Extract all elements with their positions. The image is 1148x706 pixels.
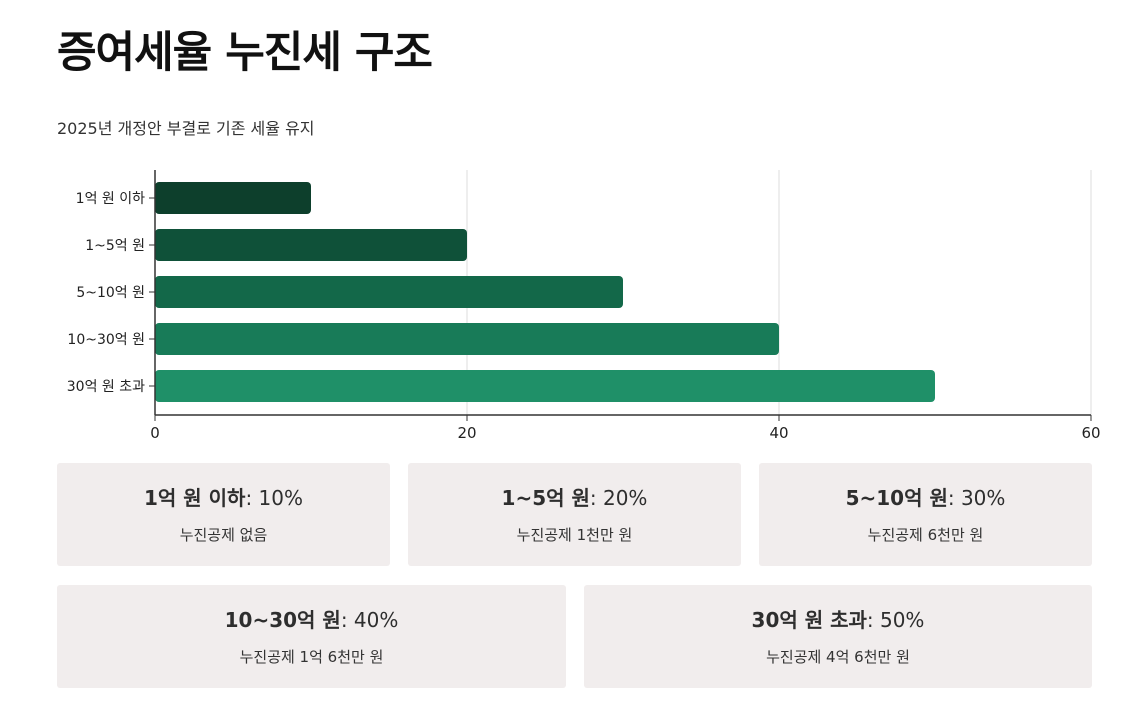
rate-card-3: 5~10억 원: 30% 누진공제 6천만 원 — [759, 463, 1092, 566]
rate-card-deduction: 누진공제 6천만 원 — [867, 526, 984, 544]
rate-card-label: 1억 원 이하 — [143, 486, 246, 510]
bar — [155, 370, 935, 402]
y-tick-label: 1억 원 이하 — [76, 191, 145, 207]
rate-card-rate: : 40% — [340, 608, 399, 632]
rate-card-deduction: 누진공제 1천만 원 — [516, 526, 633, 544]
bar — [155, 229, 467, 261]
x-tick-label: 0 — [150, 424, 160, 442]
rate-card-rate: : 30% — [947, 486, 1006, 510]
bar — [155, 182, 311, 214]
rate-card-deduction: 누진공제 1억 6천만 원 — [239, 648, 384, 666]
rate-card-1: 1억 원 이하: 10% 누진공제 없음 — [57, 463, 390, 566]
rate-card-2: 1~5억 원: 20% 누진공제 1천만 원 — [408, 463, 741, 566]
rate-card-rate: : 20% — [589, 486, 648, 510]
tax-rate-bar-chart: 0 20 40 60 1억 원 이하 1~5억 원 5~10억 원 10~30억 원 30억 원… — [67, 170, 1101, 442]
x-tick-label: 40 — [769, 424, 788, 442]
rate-card-deduction: 누진공제 4억 6천만 원 — [766, 648, 910, 666]
page-subtitle: 2025년 개정안 부결로 기존 세율 유지 — [57, 119, 315, 138]
y-tick-label: 10~30억 원 — [67, 332, 145, 348]
rate-card-5: 30억 원 초과: 50% 누진공제 4억 6천만 원 — [584, 585, 1092, 688]
rate-card-4: 10~30억 원: 40% 누진공제 1억 6천만 원 — [57, 585, 566, 688]
rate-card-label: 5~10억 원 — [845, 486, 948, 510]
rate-card-label: 10~30억 원 — [224, 608, 341, 632]
x-tick-label: 60 — [1081, 424, 1100, 442]
x-tick-label: 20 — [457, 424, 476, 442]
rate-card-rate: : 10% — [245, 486, 303, 510]
rate-card-label: 30억 원 초과 — [751, 608, 867, 632]
y-tick-label: 30억 원 초과 — [67, 379, 145, 395]
bar — [155, 323, 779, 355]
y-tick-label: 1~5억 원 — [85, 238, 145, 254]
y-tick-label: 5~10억 원 — [76, 285, 145, 301]
page-title: 증여세율 누진세 구조 — [57, 28, 433, 78]
bar — [155, 276, 623, 308]
rate-card-label: 1~5억 원 — [501, 486, 590, 510]
rate-card-deduction: 누진공제 없음 — [179, 526, 268, 544]
rate-card-rate: : 50% — [866, 608, 925, 632]
